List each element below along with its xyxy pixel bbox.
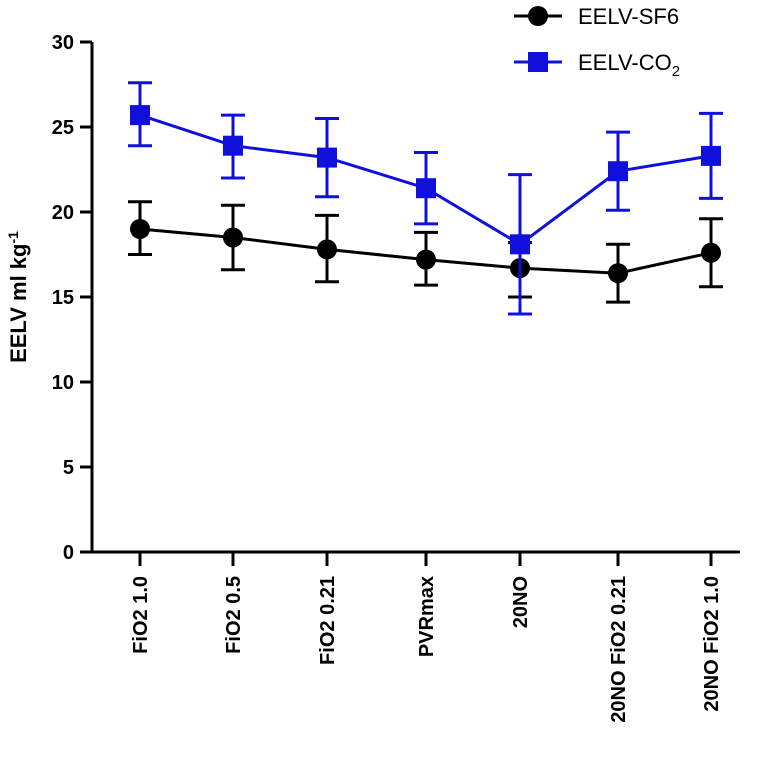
axes [90, 42, 740, 554]
x-tick-label-0: FiO2 1.0 [130, 576, 152, 654]
data-point-1-3 [416, 178, 436, 199]
data-point-0-3 [416, 249, 436, 270]
data-point-1-0 [130, 105, 150, 126]
x-tick-label-6: 20NO FiO2 1.0 [701, 576, 723, 712]
x-tick-label-2: FiO2 0.21 [317, 576, 339, 665]
data-point-0-2 [317, 239, 337, 260]
legend-item-0: EELV-SF6 [514, 4, 679, 29]
legend-label-1: EELV-CO2 [578, 50, 680, 80]
series-layer [128, 81, 723, 316]
legend: EELV-SF6 EELV-CO2 [514, 4, 680, 80]
data-point-0-6 [701, 242, 721, 263]
y-tick-label-5: 25 [52, 117, 74, 139]
legend-marker-0 [528, 6, 548, 26]
legend-label-0: EELV-SF6 [578, 4, 679, 29]
y-tick-label-0: 0 [63, 542, 74, 564]
data-point-1-4 [510, 234, 530, 255]
x-tick-label-4: 20NO [510, 576, 532, 628]
data-point-0-5 [608, 263, 628, 284]
y-axis-label-main: EELV ml kg [6, 244, 31, 363]
x-tick-label-3: PVRmax [416, 576, 438, 657]
data-point-1-2 [317, 147, 337, 168]
data-point-1-1 [223, 135, 243, 156]
series-1 [128, 81, 723, 316]
legend-item-1: EELV-CO2 [514, 50, 680, 80]
data-point-1-5 [608, 161, 628, 182]
legend-marker-1 [528, 52, 548, 72]
y-tick-label-1: 5 [63, 457, 74, 479]
x-tick-label-5: 20NO FiO2 0.21 [608, 576, 630, 723]
y-ticks: 0 5 10 15 20 25 30 [52, 32, 92, 564]
y-tick-label-6: 30 [52, 32, 74, 54]
data-point-0-1 [223, 227, 243, 248]
y-axis-label-superscript: -1 [5, 231, 21, 244]
x-tick-label-1: FiO2 0.5 [223, 576, 245, 654]
x-ticks: FiO2 1.0 FiO2 0.5 FiO2 0.21 PVRmax 20NO 20NO … [130, 552, 723, 723]
data-point-1-6 [701, 145, 721, 166]
y-tick-label-2: 10 [52, 372, 74, 394]
y-tick-label-3: 15 [52, 287, 74, 309]
y-tick-label-4: 20 [52, 202, 74, 224]
data-point-0-0 [130, 219, 150, 239]
y-axis-label: EELV ml kg-1 [5, 231, 31, 363]
